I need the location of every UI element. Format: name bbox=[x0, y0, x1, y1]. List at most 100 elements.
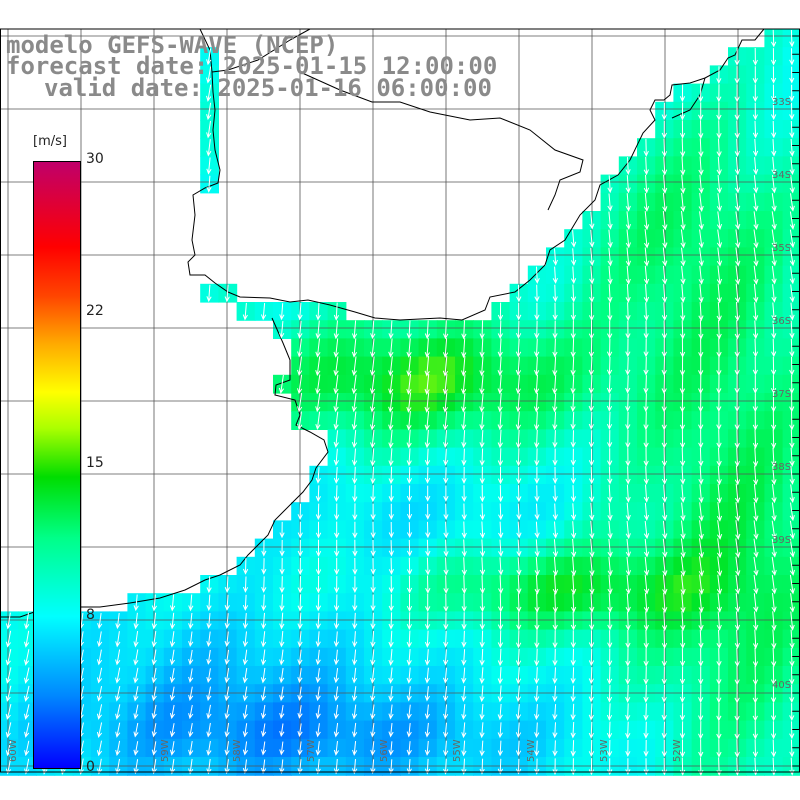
wind-arrow bbox=[643, 447, 649, 467]
wind-arrow bbox=[771, 120, 777, 139]
wind-arrow bbox=[771, 320, 777, 340]
wind-arrow bbox=[461, 466, 467, 484]
wind-arrow bbox=[424, 392, 430, 413]
forecast-date: forecast date: 2025-01-15 12:00:00 bbox=[6, 52, 498, 80]
wind-arrow bbox=[5, 758, 12, 775]
lon-label: 59W bbox=[160, 739, 171, 762]
wind-arrow bbox=[716, 720, 722, 740]
wind-arrow bbox=[625, 666, 631, 685]
wind-arrow bbox=[351, 686, 358, 702]
wind-arrow bbox=[516, 574, 522, 595]
wind-arrow bbox=[388, 521, 394, 539]
wind-arrow bbox=[625, 721, 631, 739]
wind-arrow bbox=[151, 631, 157, 648]
wind-arrow bbox=[24, 612, 30, 630]
wind-arrow bbox=[443, 448, 449, 466]
wind-arrow bbox=[534, 466, 540, 485]
wind-arrow bbox=[552, 667, 558, 685]
wind-arrow bbox=[679, 739, 686, 758]
wind-arrow bbox=[770, 48, 777, 66]
wind-arrow bbox=[752, 720, 758, 740]
wind-arrow bbox=[461, 740, 467, 757]
wind-arrow bbox=[552, 302, 558, 321]
wind-arrow bbox=[734, 301, 741, 322]
wind-arrow bbox=[534, 503, 540, 521]
wind-arrow bbox=[388, 392, 394, 413]
wind-arrow bbox=[662, 174, 668, 194]
wind-arrow bbox=[570, 448, 576, 466]
wind-arrow bbox=[388, 759, 394, 775]
wind-arrow bbox=[5, 740, 12, 757]
wind-arrow bbox=[571, 538, 577, 558]
wind-arrow bbox=[607, 302, 613, 322]
wind-arrow bbox=[753, 556, 759, 577]
wind-arrow bbox=[479, 685, 485, 703]
wind-arrow bbox=[406, 522, 413, 539]
wind-arrow bbox=[589, 556, 595, 577]
wind-arrow bbox=[443, 557, 449, 576]
wind-arrow bbox=[388, 448, 394, 467]
wind-arrow bbox=[771, 502, 777, 522]
wind-arrow bbox=[497, 466, 504, 485]
wind-arrow bbox=[498, 539, 504, 557]
wind-arrow bbox=[388, 466, 394, 485]
wind-arrow bbox=[661, 629, 668, 649]
wind-arrow bbox=[534, 758, 540, 775]
wind-arrow bbox=[552, 485, 558, 503]
wind-arrow bbox=[698, 229, 704, 249]
wind-arrow bbox=[698, 502, 704, 522]
wind-arrow bbox=[516, 466, 522, 485]
wind-arrow bbox=[406, 448, 412, 467]
wind-arrow bbox=[789, 647, 795, 667]
wind-arrow bbox=[370, 759, 376, 775]
wind-arrow bbox=[479, 539, 486, 558]
wind-arrow bbox=[206, 686, 212, 702]
wind-arrow bbox=[206, 613, 212, 630]
wind-arrow bbox=[680, 320, 686, 340]
wind-arrow bbox=[424, 758, 431, 775]
wind-arrow bbox=[698, 629, 704, 649]
wind-arrow bbox=[388, 374, 394, 395]
wind-arrow bbox=[625, 538, 631, 558]
wind-arrow bbox=[607, 265, 613, 285]
wind-arrow bbox=[133, 741, 139, 756]
wind-arrow bbox=[333, 430, 339, 448]
wind-arrow bbox=[698, 484, 704, 504]
wind-arrow bbox=[369, 356, 376, 377]
wind-arrow bbox=[333, 448, 340, 466]
wind-arrow bbox=[589, 611, 595, 631]
wind-arrow bbox=[534, 704, 540, 721]
lat-label: 39S bbox=[772, 535, 792, 546]
wind-arrow bbox=[206, 722, 212, 738]
wind-arrow bbox=[570, 430, 576, 448]
wind-arrow bbox=[315, 356, 321, 377]
wind-arrow bbox=[516, 284, 522, 303]
wind-arrow bbox=[297, 631, 303, 648]
wind-arrow bbox=[735, 556, 741, 577]
wind-arrow bbox=[607, 611, 613, 631]
wind-arrow bbox=[752, 684, 758, 704]
wind-arrow bbox=[5, 722, 12, 739]
wind-arrow bbox=[770, 66, 777, 84]
wind-arrow bbox=[334, 539, 340, 557]
wind-arrow bbox=[661, 611, 668, 632]
wind-arrow bbox=[753, 229, 759, 249]
wind-arrow bbox=[661, 484, 668, 503]
wind-arrow bbox=[716, 520, 723, 540]
wind-arrow bbox=[789, 466, 795, 485]
wind-arrow bbox=[443, 575, 449, 594]
wind-arrow bbox=[297, 594, 303, 612]
wind-arrow bbox=[133, 594, 139, 612]
wind-arrow bbox=[334, 503, 340, 521]
wind-arrow bbox=[661, 120, 667, 139]
wind-arrow bbox=[370, 649, 376, 666]
wind-arrow bbox=[753, 175, 759, 194]
wind-arrow bbox=[698, 211, 704, 231]
wind-arrow bbox=[588, 448, 595, 466]
wind-arrow bbox=[406, 392, 412, 413]
wind-arrow bbox=[479, 740, 485, 757]
wind-arrow bbox=[315, 631, 321, 648]
wind-arrow bbox=[679, 429, 686, 449]
wind-arrow bbox=[369, 411, 376, 431]
wind-arrow bbox=[315, 503, 322, 521]
